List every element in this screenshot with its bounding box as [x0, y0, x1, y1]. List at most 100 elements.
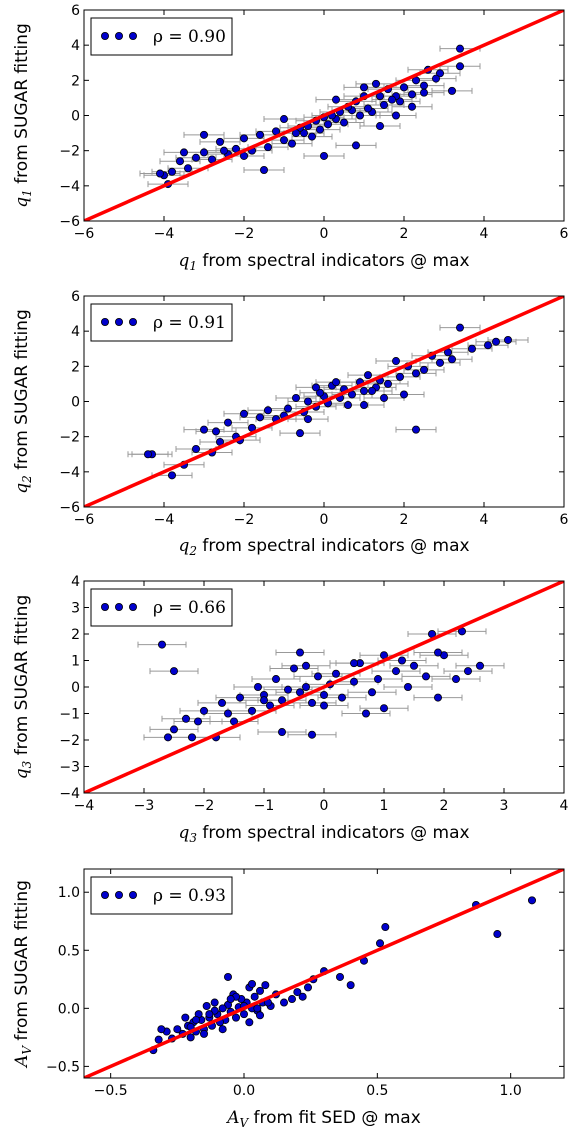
y-tick-label: 0 — [71, 395, 80, 411]
plot-area — [84, 296, 564, 507]
data-point — [435, 69, 444, 78]
y-tick-label: 6 — [71, 289, 80, 305]
y-tick-label: 4 — [71, 574, 80, 590]
data-point — [239, 409, 248, 418]
data-point — [349, 677, 358, 686]
data-point — [191, 1015, 200, 1024]
legend-label: ρ = 0.91 — [153, 313, 226, 333]
data-point — [279, 136, 288, 145]
x-tick-label: 0 — [320, 512, 329, 528]
data-point — [315, 388, 324, 397]
data-point — [253, 1004, 262, 1013]
data-point — [319, 151, 328, 160]
data-point — [455, 323, 464, 332]
x-label-subscript: 1 — [189, 259, 197, 273]
y-label-text: from SUGAR fitting — [12, 309, 32, 475]
data-point — [205, 1010, 214, 1019]
data-point — [403, 683, 412, 692]
legend-box — [90, 303, 233, 342]
data-point — [367, 386, 376, 395]
legend-marker — [101, 603, 110, 612]
legend-box — [90, 876, 233, 915]
data-point — [167, 167, 176, 176]
data-point — [319, 701, 328, 710]
legend-marker — [101, 32, 110, 41]
data-point — [279, 115, 288, 124]
data-point — [259, 696, 268, 705]
y-label-subscript: V — [20, 1045, 34, 1055]
data-point — [287, 995, 296, 1004]
y-axis-label: q1 from SUGAR fitting — [12, 23, 34, 207]
y-tick-label: 0 — [71, 680, 80, 696]
legend-marker — [128, 603, 137, 612]
identity-line — [84, 581, 564, 793]
data-point — [173, 1025, 182, 1034]
data-point — [419, 365, 428, 374]
data-point — [407, 102, 416, 111]
data-point — [419, 88, 428, 97]
data-point — [169, 667, 178, 676]
data-point — [399, 83, 408, 92]
data-point — [528, 896, 537, 905]
data-point — [491, 337, 500, 346]
data-point — [346, 981, 355, 990]
x-tick-label: 2 — [400, 226, 409, 242]
y-tick-label: −2 — [59, 144, 80, 160]
x-tick-label: −3 — [134, 798, 155, 814]
data-point — [319, 690, 328, 699]
data-point — [359, 386, 368, 395]
y-label-variable: q — [12, 768, 32, 779]
data-point — [331, 378, 340, 387]
data-point — [337, 693, 346, 702]
x-label-variable: q — [178, 251, 189, 271]
x-tick-label: 3 — [500, 798, 509, 814]
y-tick-label: 0.0 — [58, 1001, 80, 1017]
data-point — [223, 709, 232, 718]
data-point — [361, 709, 370, 718]
legend-box — [90, 17, 233, 56]
data-point — [395, 372, 404, 381]
data-point — [355, 111, 364, 120]
y-tick-label: 3 — [71, 601, 80, 617]
data-point — [363, 371, 372, 380]
y-tick-label: 6 — [71, 3, 80, 19]
y-tick-label: 4 — [71, 324, 80, 340]
x-label-subscript: 2 — [188, 544, 197, 558]
x-label-text: from spectral indicators @ max — [197, 251, 470, 271]
data-point — [391, 357, 400, 366]
y-tick-label: −3 — [59, 760, 80, 776]
x-tick-label: 0 — [320, 798, 329, 814]
identity-line — [84, 10, 564, 221]
data-point — [397, 656, 406, 665]
x-tick-label: 4 — [480, 512, 489, 528]
x-label-variable: A — [225, 1108, 239, 1128]
data-points — [155, 44, 464, 189]
y-tick-label: −4 — [59, 465, 80, 481]
data-point — [202, 1002, 211, 1011]
data-point — [455, 62, 464, 71]
data-point — [411, 369, 420, 378]
x-tick-label: −0.5 — [94, 1083, 128, 1099]
x-axis-label: q3 from spectral indicators @ max — [178, 823, 469, 845]
data-point — [463, 667, 472, 676]
data-point — [253, 683, 262, 692]
data-point — [367, 688, 376, 697]
data-point — [155, 169, 164, 178]
y-axis-label: q3 from SUGAR fitting — [12, 595, 34, 779]
data-point — [193, 717, 202, 726]
y-label-text: from SUGAR fitting — [12, 23, 32, 189]
data-point — [215, 137, 224, 146]
x-tick-label: −6 — [74, 226, 95, 242]
identity-line — [84, 296, 564, 507]
y-tick-label: −4 — [59, 786, 80, 802]
y-axis-label: q2 from SUGAR fitting — [12, 309, 34, 493]
data-point — [351, 141, 360, 150]
data-point — [247, 706, 256, 715]
data-point — [245, 1018, 254, 1027]
data-points — [149, 896, 537, 1055]
data-point — [199, 130, 208, 139]
x-tick-label: −2 — [194, 798, 215, 814]
legend-box — [90, 588, 233, 627]
data-point — [447, 86, 456, 95]
data-point — [261, 981, 270, 990]
